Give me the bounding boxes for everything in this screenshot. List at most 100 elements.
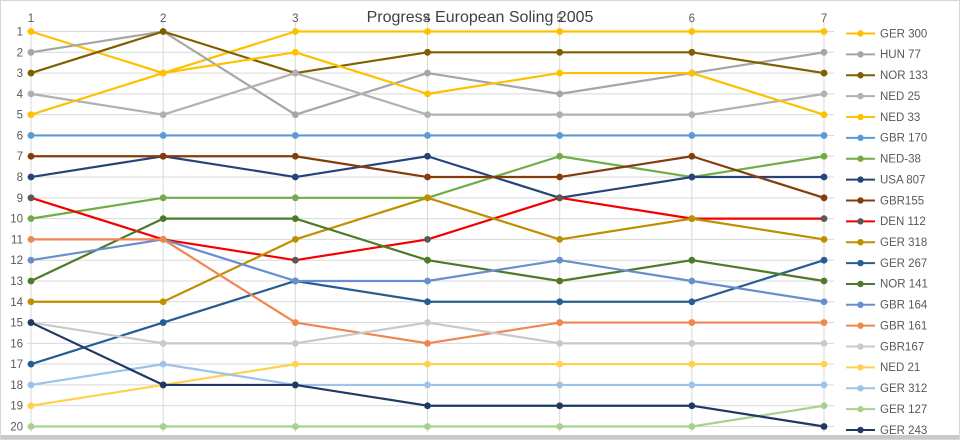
legend-item: GER 300 — [846, 28, 927, 40]
data-point — [820, 256, 828, 264]
x-axis-labels: 1 2 3 4 5 6 7 — [28, 13, 827, 25]
data-point — [291, 69, 299, 77]
data-point — [688, 69, 696, 77]
data-point — [291, 236, 299, 243]
data-point — [27, 236, 35, 243]
data-point — [424, 132, 431, 139]
legend-item: NED 25 — [846, 91, 920, 103]
data-point — [556, 360, 564, 368]
y-tick-label: 15 — [10, 318, 23, 330]
y-tick-label: 11 — [11, 234, 23, 246]
legend-item: GBR167 — [846, 341, 924, 353]
data-point — [159, 28, 167, 35]
legend-label: NED 33 — [880, 112, 920, 124]
data-point — [424, 236, 431, 243]
data-point — [688, 256, 696, 264]
legend-marker-icon — [857, 155, 864, 162]
data-point — [27, 381, 35, 389]
data-point — [556, 173, 564, 181]
legend-item: GER 267 — [846, 258, 927, 270]
data-point — [556, 423, 564, 430]
x-tick-label: 3 — [292, 13, 298, 25]
data-point — [27, 402, 35, 410]
series-GBR155 — [27, 152, 828, 202]
legend-label: GBR 164 — [880, 300, 928, 312]
data-point — [27, 423, 35, 430]
data-point — [820, 277, 828, 285]
data-point — [820, 215, 828, 223]
y-tick-label: 14 — [10, 297, 23, 309]
data-point — [556, 111, 564, 119]
data-point — [27, 298, 35, 306]
legend-item: NED 21 — [846, 362, 920, 374]
y-tick-label: 20 — [10, 422, 23, 434]
y-tick-label: 13 — [10, 276, 23, 288]
data-point — [820, 402, 828, 410]
legend-item: GBR 161 — [846, 320, 927, 332]
y-tick-label: 16 — [10, 338, 23, 350]
legend-label: NED 25 — [880, 91, 920, 103]
y-tick-label: 17 — [10, 359, 23, 371]
data-point — [159, 194, 167, 202]
data-point — [820, 132, 828, 139]
data-point — [159, 319, 167, 326]
data-point — [688, 277, 696, 285]
legend-label: GER 318 — [880, 237, 927, 249]
data-point — [424, 339, 431, 347]
data-point — [556, 277, 564, 285]
legend-item: HUN 77 — [846, 49, 921, 61]
data-point — [27, 215, 35, 223]
legend-label: NED-38 — [880, 154, 921, 166]
data-point — [424, 319, 431, 326]
legend-label: DEN 112 — [880, 216, 926, 228]
y-tick-label: 2 — [17, 47, 23, 59]
data-point — [159, 423, 167, 430]
data-point — [291, 277, 299, 285]
data-point — [556, 69, 564, 77]
y-tick-label: 9 — [17, 193, 23, 205]
data-point — [820, 423, 828, 430]
legend-label: GBR 170 — [880, 133, 927, 145]
data-point — [159, 381, 167, 389]
data-point — [291, 194, 299, 202]
legend-item: GBR 164 — [846, 300, 928, 312]
data-point — [688, 28, 696, 35]
y-tick-label: 5 — [17, 110, 23, 122]
legend-item: NED-38 — [846, 154, 921, 166]
data-point — [27, 256, 35, 264]
legend-marker-icon — [857, 92, 864, 100]
legend-marker-icon — [857, 30, 864, 37]
data-point — [688, 48, 696, 56]
data-point — [424, 111, 431, 119]
data-point — [820, 48, 828, 56]
data-point — [424, 69, 431, 77]
data-point — [27, 28, 35, 35]
legend-marker-icon — [857, 364, 864, 371]
x-tick-label: 4 — [424, 13, 431, 25]
data-point — [291, 152, 299, 160]
data-point — [27, 194, 35, 202]
data-point — [291, 319, 299, 326]
data-point — [688, 423, 696, 430]
legend-item: DEN 112 — [846, 216, 926, 228]
x-tick-label: 7 — [821, 13, 827, 25]
series-GER-243 — [27, 319, 828, 430]
data-point — [291, 360, 299, 368]
data-point — [556, 402, 564, 410]
legend-marker-icon — [857, 113, 864, 121]
data-point — [159, 215, 167, 223]
data-point — [556, 194, 564, 202]
y-tick-label: 12 — [10, 255, 23, 267]
data-point — [159, 132, 167, 139]
data-point — [688, 360, 696, 368]
series-NED-25 — [27, 69, 828, 119]
data-point — [688, 381, 696, 389]
legend-marker-icon — [857, 385, 864, 392]
data-point — [820, 90, 828, 98]
y-tick-label: 8 — [17, 172, 23, 184]
legend-item: NED 33 — [846, 112, 920, 124]
data-point — [424, 28, 431, 35]
data-point — [688, 402, 696, 410]
